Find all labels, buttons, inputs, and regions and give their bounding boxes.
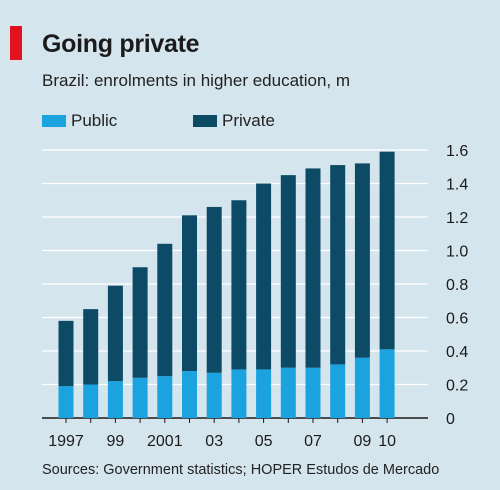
bar-public-2001 xyxy=(157,376,173,418)
x-tick-label: 09 xyxy=(354,433,372,450)
x-tick-label: 10 xyxy=(378,433,396,450)
bar-public-1999 xyxy=(107,381,123,418)
y-tick-label: 0.4 xyxy=(446,344,468,361)
bar-private-1997 xyxy=(58,320,74,387)
legend-swatch-public xyxy=(42,115,66,127)
bar-public-2009 xyxy=(354,357,370,418)
legend-label-public: Public xyxy=(71,111,118,130)
y-tick-label: 1.2 xyxy=(446,210,468,227)
bar-private-2009 xyxy=(354,163,370,358)
x-tick-label: 03 xyxy=(205,433,223,450)
bar-private-2005 xyxy=(256,183,272,370)
bar-private-2002 xyxy=(182,215,197,372)
legend-swatch-private xyxy=(193,115,217,127)
bar-public-2005 xyxy=(256,369,272,418)
legend-label-private: Private xyxy=(222,111,275,130)
bar-public-2006 xyxy=(280,367,296,418)
bar-public-2003 xyxy=(206,372,222,418)
bar-private-1998 xyxy=(83,309,99,385)
bar-public-1997 xyxy=(58,386,74,418)
y-tick-label: 1.4 xyxy=(446,177,468,194)
x-tick-label: 07 xyxy=(304,433,322,450)
bar-private-2010 xyxy=(379,151,395,350)
bar-private-1999 xyxy=(107,285,123,382)
source-note: Sources: Government statistics; HOPER Es… xyxy=(42,462,440,478)
bar-private-2003 xyxy=(206,206,222,373)
x-tick-label: 2001 xyxy=(147,433,183,450)
y-tick-label: 1.6 xyxy=(446,143,468,160)
y-tick-label: 0.8 xyxy=(446,277,468,294)
legend-public: Public xyxy=(42,111,117,131)
x-tick-label: 99 xyxy=(107,433,125,450)
bar-private-2001 xyxy=(157,243,173,377)
y-tick-label: 0.6 xyxy=(446,311,468,328)
legend-private: Private xyxy=(193,111,275,131)
bar-public-2000 xyxy=(132,377,148,418)
bar-public-2002 xyxy=(182,371,197,418)
bar-public-1998 xyxy=(83,384,99,418)
red-accent-bar xyxy=(10,26,22,60)
y-tick-label: 0.2 xyxy=(446,378,468,395)
x-tick-label: 05 xyxy=(255,433,273,450)
bar-private-2007 xyxy=(305,168,321,368)
bar-private-2000 xyxy=(132,267,148,378)
chart-title: Going private xyxy=(42,30,200,58)
bar-public-2007 xyxy=(305,367,321,418)
bar-private-2004 xyxy=(231,200,247,370)
bar-public-2004 xyxy=(231,369,247,418)
bar-public-2008 xyxy=(330,364,346,418)
x-tick-label: 1997 xyxy=(48,433,84,450)
y-tick-label: 1.0 xyxy=(446,244,468,261)
y-tick-label: 0 xyxy=(446,411,455,428)
chart-subtitle: Brazil: enrolments in higher education, … xyxy=(42,71,351,90)
bar-public-2010 xyxy=(379,349,395,418)
bar-private-2006 xyxy=(280,175,296,368)
bar-private-2008 xyxy=(330,165,346,365)
